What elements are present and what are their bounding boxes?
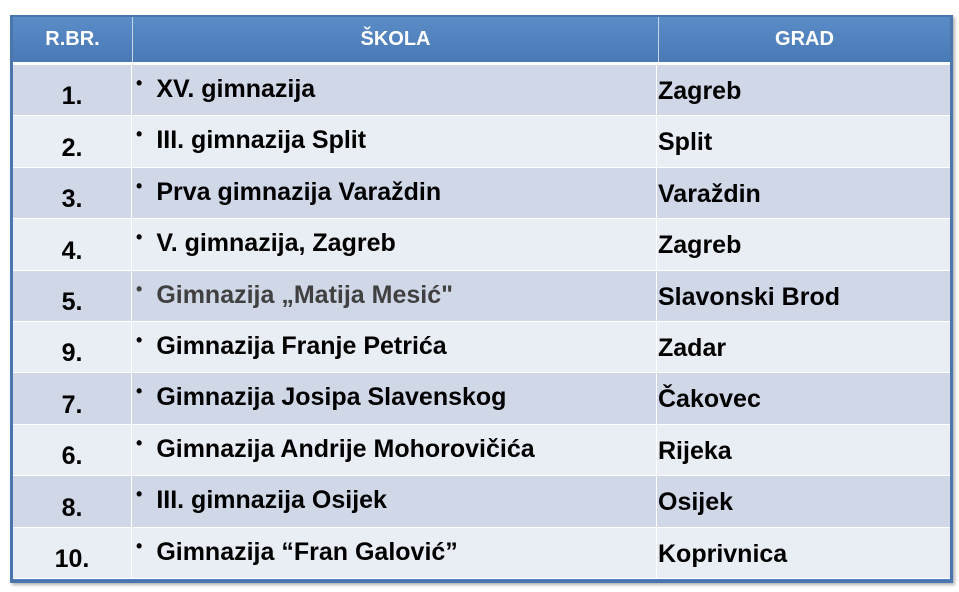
school-cell: • Gimnazija Josipa Slavenskog (132, 373, 657, 424)
table-row: 4. • V. gimnazija, Zagreb Zagreb (13, 219, 950, 271)
bullet-icon: • (136, 484, 143, 505)
table-row: 6. • Gimnazija Andrije Mohorovičića Rijeka (13, 424, 950, 477)
school-name: Gimnazija Andrije Mohorovičića (156, 434, 535, 463)
school-cell: • III. gimnazija Split (132, 116, 657, 167)
schools-table: R.BR. ŠKOLA GRAD 1. • XV. gimnazija Zagreb 2… (10, 15, 953, 583)
bullet-icon: • (136, 278, 143, 299)
school-name: V. gimnazija, Zagreb (156, 229, 396, 258)
city-cell: Čakovec (658, 385, 761, 414)
city-cell: Slavonski Brod (658, 282, 840, 311)
school-cell: • Gimnazija Andrije Mohorovičića (132, 424, 657, 476)
bullet-icon: • (136, 432, 143, 453)
bullet-icon: • (136, 381, 143, 402)
school-name: Prva gimnazija Varaždin (156, 177, 442, 206)
table-row: 2. • III. gimnazija Split Split (13, 116, 950, 168)
row-number: 4. (13, 219, 132, 270)
school-name: III. gimnazija Osijek (156, 486, 387, 515)
table-header: R.BR. ŠKOLA GRAD (13, 17, 950, 62)
school-cell: • Gimnazija “Fran Galović” (132, 527, 657, 578)
bullet-icon: • (136, 124, 143, 145)
school-name: Gimnazija Franje Petrića (156, 331, 447, 360)
city-cell: Rijeka (658, 436, 732, 465)
bullet-icon: • (136, 227, 143, 248)
header-grad: GRAD (775, 28, 834, 50)
bullet-icon: • (136, 535, 143, 556)
school-cell: • XV. gimnazija (132, 65, 657, 116)
row-number: 6. (13, 424, 132, 476)
city-cell: Zagreb (658, 231, 742, 260)
school-name: XV. gimnazija (156, 75, 316, 103)
table-row: 9. • Gimnazija Franje Petrića Zadar (13, 321, 950, 374)
row-number: 3. (13, 167, 132, 219)
row-number: 5. (13, 270, 132, 321)
city-cell: Split (658, 128, 713, 157)
school-cell: • Prva gimnazija Varaždin (132, 167, 657, 219)
school-cell: • III. gimnazija Osijek (132, 476, 657, 527)
row-number: 9. (13, 321, 132, 373)
school-cell: • V. gimnazija, Zagreb (132, 219, 657, 270)
header-rbr: R.BR. (13, 17, 133, 62)
table-row: 5. • Gimnazija „Matija Mesić" Slavonski Bro… (13, 270, 950, 322)
header-skola: ŠKOLA (133, 17, 659, 62)
school-cell: • Gimnazija Franje Petrića (132, 321, 657, 373)
city-cell: Zagreb (658, 77, 742, 105)
table-body: 1. • XV. gimnazija Zagreb 2. • III. gimnazija … (13, 65, 950, 579)
city-cell: Koprivnica (658, 539, 788, 568)
school-cell: • Gimnazija „Matija Mesić" (132, 270, 657, 321)
table-row: 8. • III. gimnazija Osijek Osijek (13, 476, 950, 528)
school-name: Gimnazija Josipa Slavenskog (156, 383, 507, 412)
bullet-icon: • (136, 329, 143, 350)
row-number: 7. (13, 373, 132, 424)
row-number: 1. (13, 65, 132, 116)
table-row: 7. • Gimnazija Josipa Slavenskog Čakovec (13, 373, 950, 425)
row-number: 8. (13, 476, 132, 527)
city-cell: Zadar (658, 333, 727, 362)
school-name: III. gimnazija Split (156, 126, 367, 155)
row-number: 10. (13, 527, 132, 578)
school-name: Gimnazija “Fran Galović” (156, 537, 458, 566)
row-number: 2. (13, 116, 132, 167)
bullet-icon: • (136, 175, 143, 196)
table-row: 1. • XV. gimnazija Zagreb (13, 65, 950, 117)
city-cell: Osijek (658, 488, 734, 517)
school-name: Gimnazija „Matija Mesić" (156, 280, 453, 309)
bullet-icon: • (136, 73, 143, 93)
table-row: 3. • Prva gimnazija Varaždin Varaždin (13, 167, 950, 220)
table-row: 10. • Gimnazija “Fran Galović” Koprivnica (13, 527, 950, 579)
city-cell: Varaždin (658, 179, 761, 208)
